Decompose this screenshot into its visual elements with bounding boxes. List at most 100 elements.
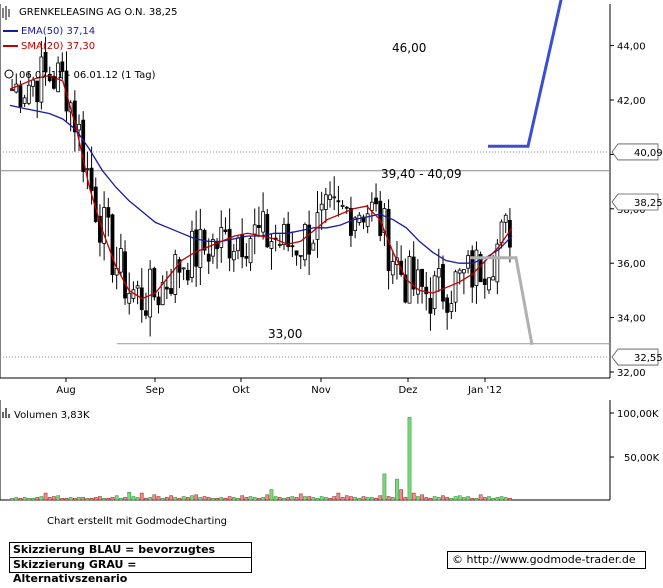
x-tick-label: Sep xyxy=(146,385,165,396)
blue-scenario-legend: Skizzierung BLAU = bevorzugtes Szenario xyxy=(9,542,252,570)
candle-body xyxy=(491,276,496,281)
volume-bar xyxy=(487,496,491,501)
volume-bar xyxy=(508,498,512,501)
candle-body xyxy=(181,267,186,270)
volume-bar xyxy=(357,498,362,501)
period-label: 06.07.11 - 06.01.12 (1 Tag) xyxy=(19,70,156,81)
volume-bar xyxy=(491,498,496,501)
y-tick-label: 36,00 xyxy=(617,259,646,270)
volume-bar xyxy=(361,496,366,501)
y-tick-label: 32,00 xyxy=(617,368,646,379)
volume-bar xyxy=(144,498,148,501)
volume-bar xyxy=(277,497,282,501)
volume-bar xyxy=(328,498,332,501)
candle-body xyxy=(26,84,31,104)
candle-body xyxy=(219,227,224,248)
volume-bar xyxy=(139,492,144,501)
volume-bar xyxy=(35,497,40,501)
candle-body xyxy=(144,310,148,316)
y-tick-label: 42,00 xyxy=(617,96,646,107)
y-tick-label: 34,00 xyxy=(617,314,646,325)
candle-body xyxy=(231,251,236,261)
candle-body xyxy=(22,97,27,104)
candle-body xyxy=(286,223,291,248)
candle-body xyxy=(127,292,132,304)
volume-bar xyxy=(39,496,44,501)
candle-body xyxy=(47,73,52,82)
volume-bar xyxy=(399,489,403,501)
source-link[interactable]: © http://www.godmode-trader.de xyxy=(447,551,646,569)
candle-body xyxy=(457,269,462,274)
candle-body xyxy=(328,194,332,200)
volume-bar xyxy=(382,473,387,501)
candle-body xyxy=(499,221,504,244)
candle-body xyxy=(39,56,44,103)
candle-body xyxy=(303,223,307,261)
volume-bar xyxy=(110,497,115,501)
volume-bar xyxy=(324,497,328,501)
volume-bar xyxy=(206,497,211,501)
x-tick-label: Nov xyxy=(311,385,331,396)
candle-body xyxy=(390,261,395,276)
candle-body xyxy=(344,206,349,209)
grey-scenario-line xyxy=(470,256,534,346)
candle-body xyxy=(474,249,479,287)
volume-bar xyxy=(470,498,475,501)
volume-bar xyxy=(499,496,504,501)
volume-bar xyxy=(52,496,56,501)
candle-icon xyxy=(2,6,10,20)
volume-bar xyxy=(432,496,437,501)
candle-body xyxy=(495,243,500,283)
volume-bar xyxy=(227,496,232,501)
volume-bar xyxy=(416,496,420,501)
volume-bar xyxy=(424,497,429,501)
volume-bar xyxy=(407,417,412,501)
volume-bar xyxy=(106,498,111,501)
candle-body xyxy=(248,238,253,264)
last-price-tag-box xyxy=(611,193,659,211)
volume-bar xyxy=(269,489,274,501)
volume-bar xyxy=(31,498,35,501)
volume-mid-label: 50,00K xyxy=(624,453,660,464)
volume-bar xyxy=(453,496,458,501)
candle-body xyxy=(336,200,341,203)
candle-body xyxy=(332,196,337,199)
candle-body xyxy=(319,203,324,211)
support-annotation: 33,00 xyxy=(268,327,302,341)
volume-bar xyxy=(22,497,27,501)
candle-body xyxy=(223,229,228,232)
candle-body xyxy=(365,213,370,227)
volume-bar xyxy=(198,497,203,501)
volume-icon xyxy=(2,408,10,418)
volume-bar xyxy=(81,497,86,501)
volume-bar xyxy=(156,496,161,501)
volume-bar xyxy=(43,492,48,501)
candle-body xyxy=(118,248,123,273)
candle-body xyxy=(349,207,353,236)
volume-bar xyxy=(240,495,245,501)
volume-bar xyxy=(10,498,14,501)
target-annotation: 46,00 xyxy=(392,41,426,55)
candle-body xyxy=(123,251,127,299)
volume-bar xyxy=(378,495,383,501)
clock-icon xyxy=(4,69,14,79)
candle-body xyxy=(298,254,303,257)
candle-body xyxy=(227,228,232,259)
candle-body xyxy=(503,214,508,223)
candle-body xyxy=(198,229,203,268)
sma-line xyxy=(9,74,513,300)
candle-body xyxy=(164,286,169,290)
volume-bar xyxy=(148,497,152,501)
volume-bar xyxy=(307,496,311,501)
candle-body xyxy=(102,207,107,244)
candle-body xyxy=(340,204,345,207)
blue-scenario-line xyxy=(488,0,563,148)
volume-bar xyxy=(482,497,487,501)
volume-bar xyxy=(336,492,341,501)
candle-body xyxy=(206,253,211,262)
candle-body xyxy=(445,297,450,313)
candle-body xyxy=(353,217,358,231)
x-tick-label: Okt xyxy=(232,385,250,396)
candle-body xyxy=(436,268,441,278)
candle-body xyxy=(323,194,328,210)
